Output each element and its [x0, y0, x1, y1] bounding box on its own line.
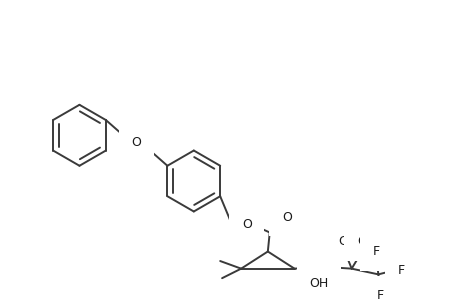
- Text: O: O: [241, 218, 251, 231]
- Text: OH: OH: [309, 278, 328, 290]
- Text: O: O: [131, 136, 141, 149]
- Text: O: O: [281, 211, 291, 224]
- Text: F: F: [372, 245, 379, 258]
- Text: F: F: [397, 264, 404, 277]
- Text: Cl: Cl: [337, 236, 349, 248]
- Text: Cl: Cl: [356, 236, 369, 248]
- Text: F: F: [376, 289, 383, 300]
